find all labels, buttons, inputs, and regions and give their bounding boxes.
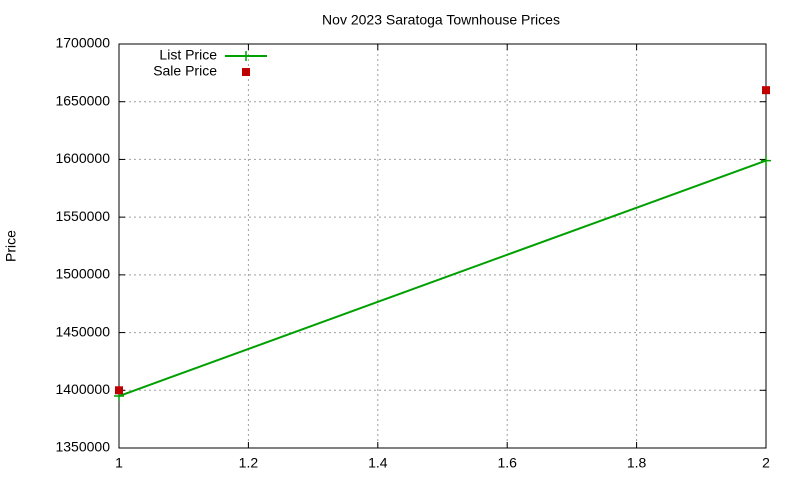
point: [761, 155, 771, 166]
legend-symbol: [242, 68, 250, 76]
y-tick-label: 1550000: [55, 208, 110, 224]
y-tick-label: 1400000: [55, 381, 110, 397]
x-tick-label: 1: [115, 455, 123, 471]
x-tick-label: 1.6: [497, 455, 517, 471]
x-tick-label: 1.2: [239, 455, 259, 471]
point: [762, 86, 770, 95]
x-tick-label: 2: [762, 455, 770, 471]
chart-title: Nov 2023 Saratoga Townhouse Prices: [322, 12, 560, 28]
legend-symbol: [241, 51, 251, 61]
y-tick-label: 1500000: [55, 266, 110, 282]
x-tick-label: 1.4: [368, 455, 388, 471]
y-tick-label: 1450000: [55, 323, 110, 339]
legend-label: Sale Price: [153, 63, 217, 79]
x-tick-label: 1.8: [627, 455, 647, 471]
point: [115, 386, 123, 395]
y-tick-label: 1350000: [55, 439, 110, 455]
y-tick-label: 1600000: [55, 150, 110, 166]
line: [118, 159, 767, 397]
y-tick-label: 1650000: [55, 92, 110, 108]
plot-border: [118, 43, 767, 449]
y-axis-label: Price: [3, 230, 19, 262]
legend-label: List Price: [159, 47, 217, 63]
y-tick-label: 1700000: [55, 35, 110, 51]
